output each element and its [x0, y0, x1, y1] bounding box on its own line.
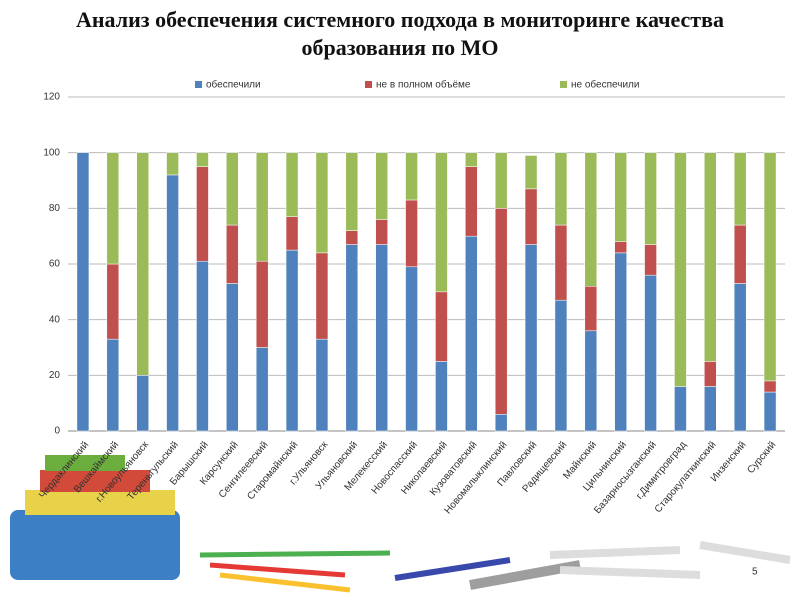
y-tick-label: 80 [49, 203, 61, 214]
bar-segment [106, 152, 120, 265]
marker [699, 541, 791, 564]
y-tick-label: 100 [43, 147, 60, 158]
bar-segment [614, 152, 627, 242]
bar-segment [375, 219, 388, 245]
legend-swatch [365, 81, 372, 88]
marker [549, 546, 681, 559]
bar-segment [166, 152, 179, 176]
bar-segment [255, 152, 269, 262]
bar-segment [196, 152, 209, 167]
bar-segment [614, 241, 627, 254]
bar-segment [136, 152, 149, 376]
decoration [10, 455, 791, 593]
bar-segment [524, 188, 538, 245]
page-number: 5 [752, 567, 758, 578]
marker [559, 566, 701, 579]
bar-segment [136, 375, 149, 432]
bar-segment [584, 152, 598, 287]
bar-segment [196, 166, 209, 262]
bar-segment [345, 152, 359, 231]
bar-segment [524, 244, 538, 432]
pencil [199, 550, 391, 558]
legend-label: обеспечили [206, 79, 261, 91]
title-box: Анализ обеспечения системного подхода в … [0, 6, 800, 62]
bar-segment [375, 244, 388, 432]
legend-label: не в полном объёме [376, 79, 471, 91]
bar-segment [315, 252, 329, 340]
bar-segment [435, 152, 448, 293]
bar-segment [435, 291, 448, 362]
bar-segment [196, 260, 209, 432]
bar-segment [285, 249, 299, 432]
bar-segment [763, 391, 777, 432]
bar-segment [644, 244, 657, 276]
book [25, 490, 175, 515]
bar-segment [226, 224, 239, 284]
bar-segment [405, 152, 418, 201]
bar-segment [255, 260, 269, 348]
bar-segment [345, 244, 359, 432]
legend-swatch [560, 81, 567, 88]
bar-segment [733, 224, 747, 284]
book [10, 510, 180, 580]
bar-segment [763, 152, 777, 382]
bar-segment [554, 152, 568, 226]
bar-segment [763, 380, 777, 393]
bar-segment [405, 199, 418, 268]
bar-segment [465, 166, 478, 237]
bar-segment [733, 283, 747, 432]
bar-segment [494, 414, 508, 432]
bar-segment [226, 283, 239, 432]
chart-title: Анализ обеспечения системного подхода в … [75, 7, 724, 60]
pen [394, 557, 511, 581]
bar-segment [554, 299, 568, 432]
bar-segment [405, 266, 418, 432]
bar-segment [644, 152, 657, 245]
bar-segment [644, 274, 657, 432]
bar-segment [494, 152, 508, 209]
y-tick-label: 40 [49, 314, 61, 325]
bar-segment [106, 263, 120, 340]
pencil [219, 572, 351, 593]
bar-segment [76, 152, 90, 432]
bar-segment [166, 174, 179, 432]
bar-segment [674, 386, 687, 432]
bar-segment [704, 152, 717, 362]
y-tick-label: 60 [49, 259, 61, 270]
bar-segment [554, 224, 568, 301]
bar-segment [465, 152, 478, 167]
x-tick-label: Сурский [745, 440, 778, 476]
bar-segment [524, 155, 538, 190]
bar-segment [465, 235, 478, 432]
bar-segment [285, 152, 299, 217]
bar-segment [315, 152, 329, 254]
bar-segment [584, 286, 598, 332]
bar-segment [435, 361, 448, 432]
book [40, 470, 150, 492]
y-tick-label: 120 [43, 92, 60, 103]
bar-segment [255, 347, 269, 432]
bar-segment [704, 361, 717, 387]
bar-segment [226, 152, 239, 226]
bar-segment [614, 252, 627, 432]
bar-segment [106, 338, 120, 432]
bar-segment [494, 208, 508, 415]
bar-segment [315, 338, 329, 432]
pencil [209, 562, 346, 578]
book [45, 455, 125, 471]
bar-segment [733, 152, 747, 226]
y-tick-label: 20 [49, 370, 61, 381]
bar-segment [704, 386, 717, 432]
bar-segment [375, 152, 388, 220]
bar-segment [584, 330, 598, 432]
legend-label: не обеспечили [571, 79, 639, 91]
bar-segment [285, 216, 299, 251]
y-tick-label: 0 [54, 426, 60, 437]
legend-swatch [195, 81, 202, 88]
bar-segment [345, 230, 359, 245]
bar-segment [674, 152, 687, 387]
